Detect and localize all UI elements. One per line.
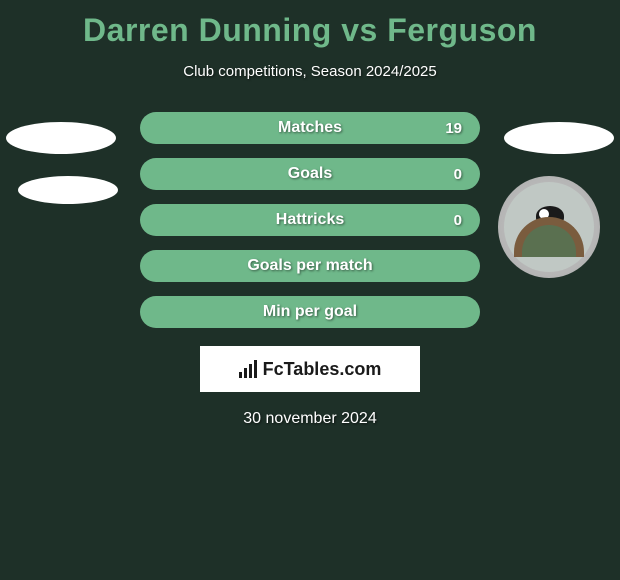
stat-label: Matches — [278, 119, 342, 137]
chart-icon — [239, 360, 257, 378]
stat-row-goals: Goals 0 — [140, 158, 480, 190]
stat-label: Min per goal — [263, 303, 357, 321]
stats-container: Matches 19 Goals 0 Hattricks 0 Goals per… — [0, 112, 620, 328]
date-text: 30 november 2024 — [0, 410, 620, 428]
stat-label: Hattricks — [276, 211, 344, 229]
stat-label: Goals per match — [247, 257, 372, 275]
stat-value-right: 19 — [445, 120, 462, 137]
stat-row-hattricks: Hattricks 0 — [140, 204, 480, 236]
page-title: Darren Dunning vs Ferguson — [0, 0, 620, 49]
subtitle: Club competitions, Season 2024/2025 — [0, 63, 620, 80]
stat-label: Goals — [288, 165, 332, 183]
stat-value-right: 0 — [454, 166, 462, 183]
branding-box: FcTables.com — [200, 346, 420, 392]
stat-row-min-per-goal: Min per goal — [140, 296, 480, 328]
stat-row-matches: Matches 19 — [140, 112, 480, 144]
stat-row-goals-per-match: Goals per match — [140, 250, 480, 282]
branding-text: FcTables.com — [263, 359, 382, 380]
stat-value-right: 0 — [454, 212, 462, 229]
